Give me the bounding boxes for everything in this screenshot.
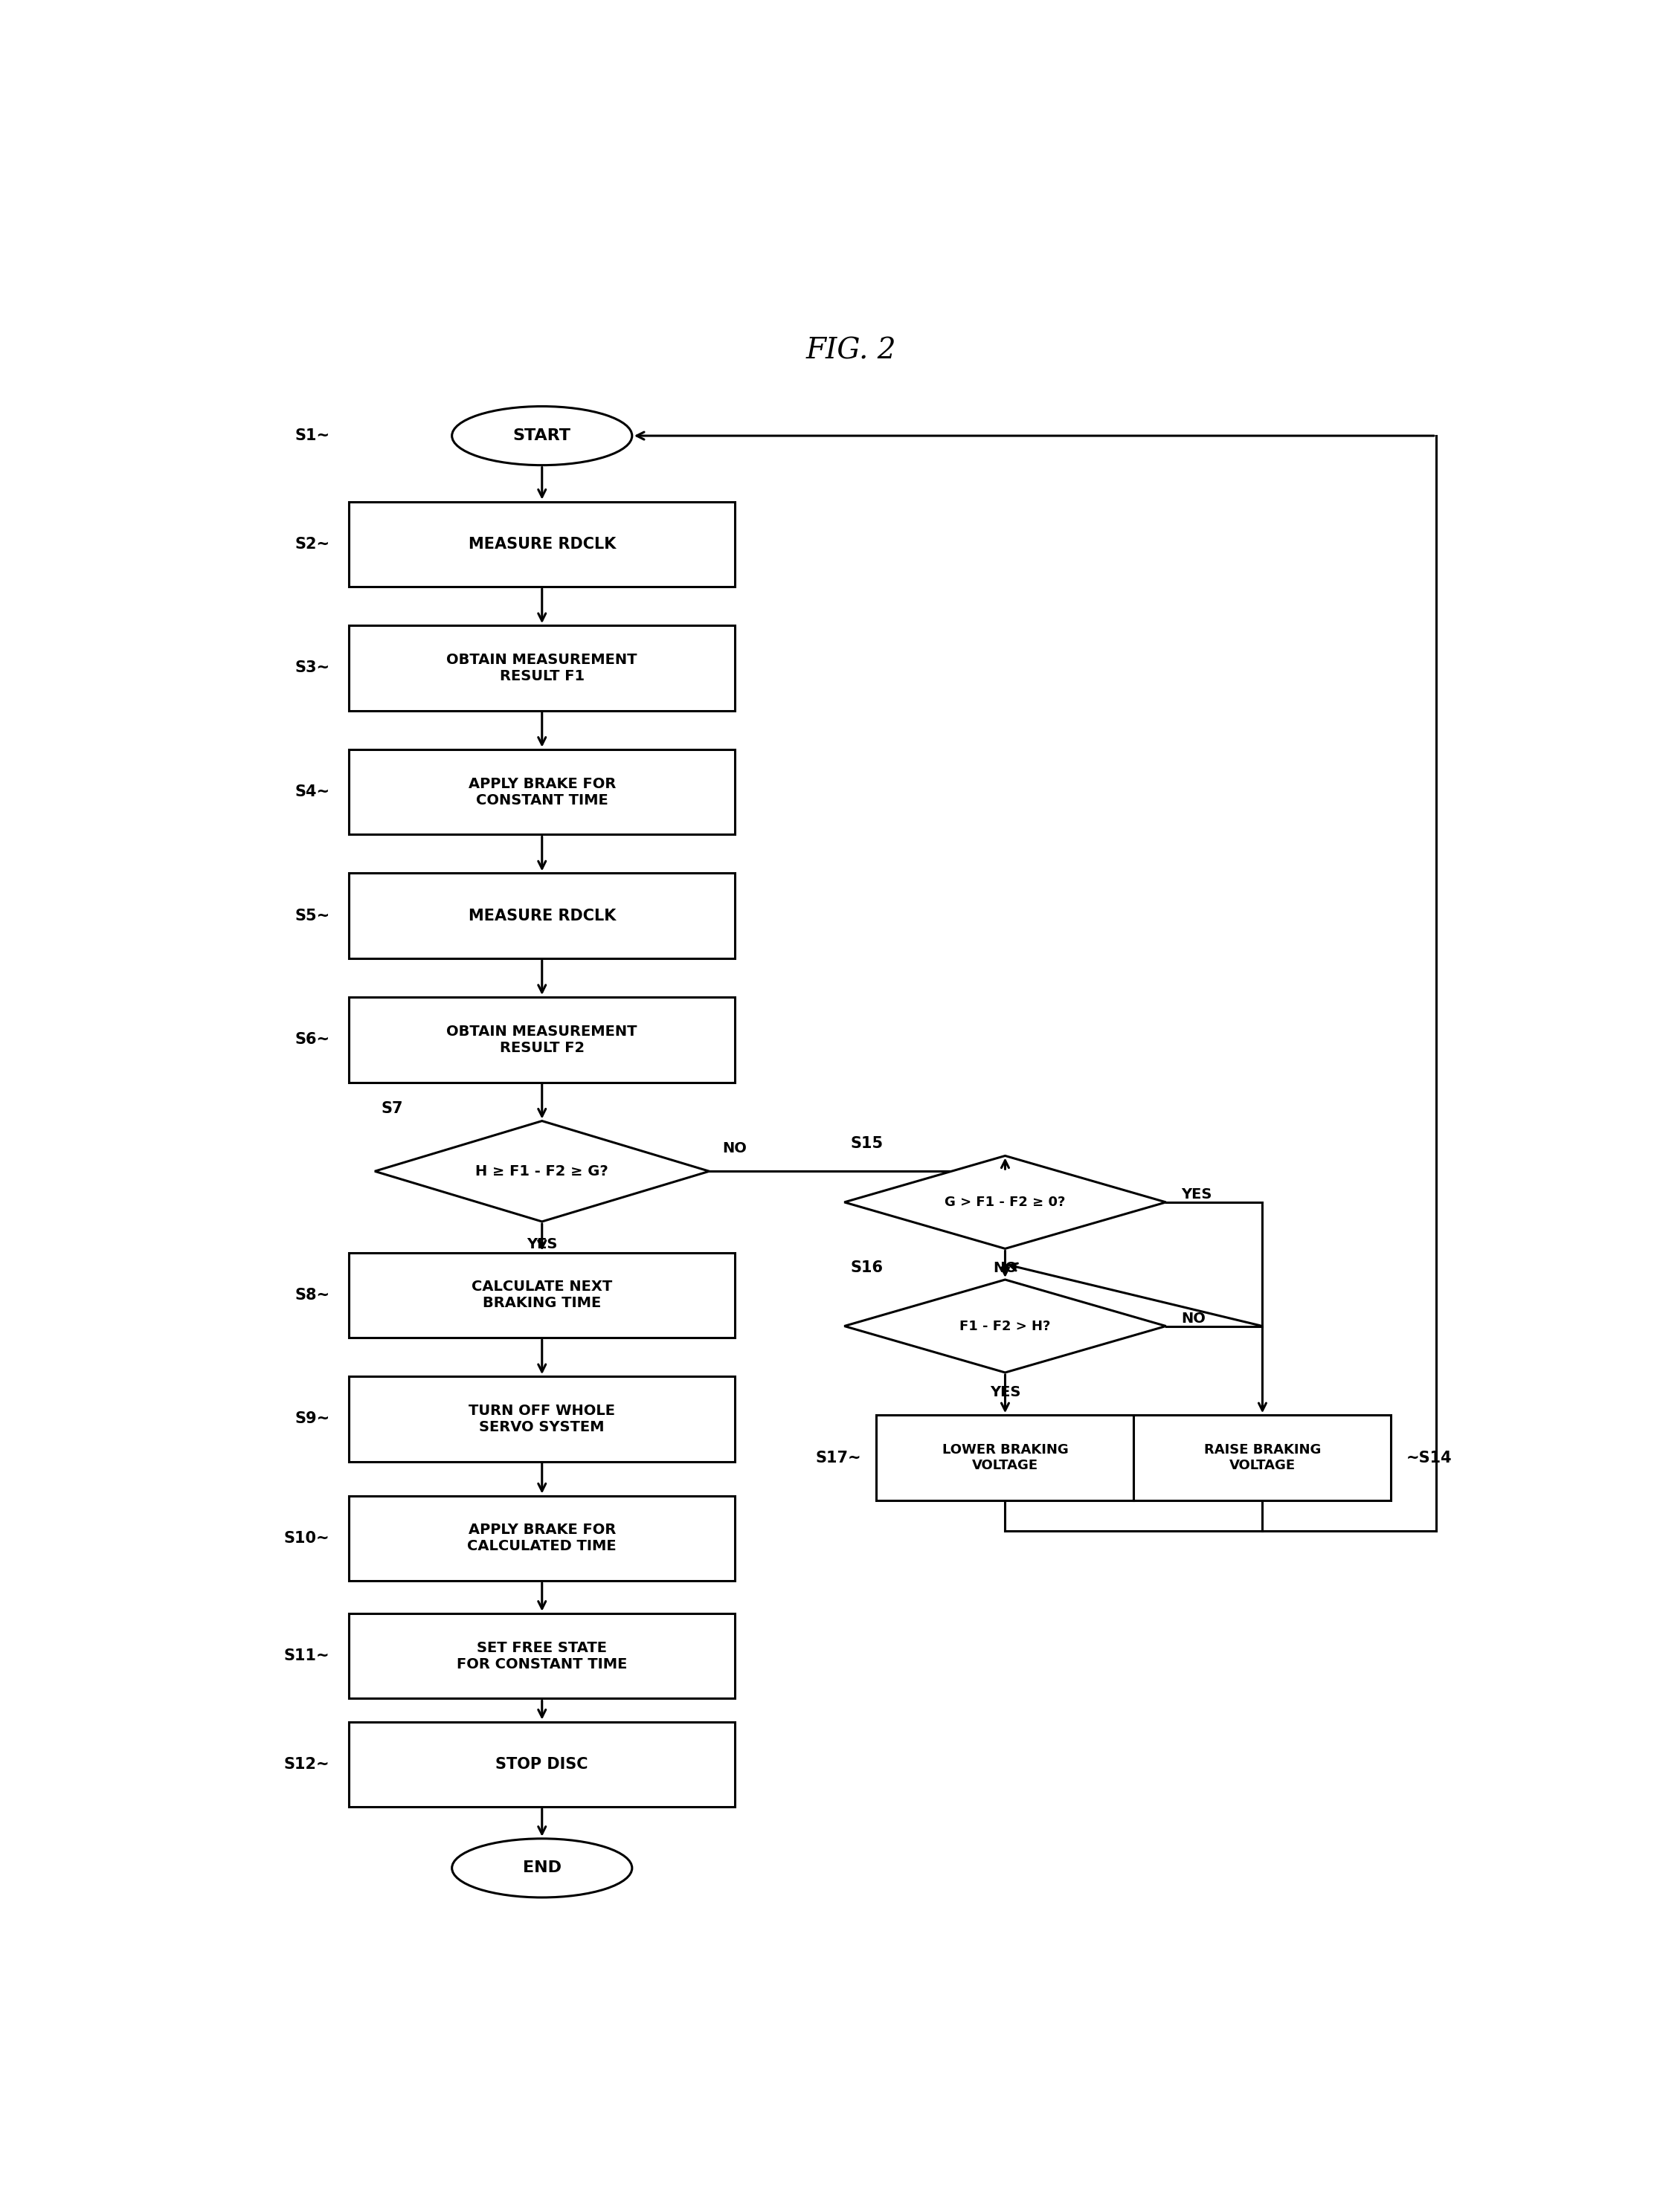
Text: S5~: S5~ — [294, 909, 330, 922]
FancyBboxPatch shape — [349, 998, 735, 1082]
FancyBboxPatch shape — [349, 1495, 735, 1582]
Text: S2~: S2~ — [295, 538, 330, 551]
Text: S8~: S8~ — [295, 1287, 330, 1303]
Text: S10~: S10~ — [284, 1531, 330, 1546]
Polygon shape — [375, 1121, 709, 1221]
Text: END: END — [523, 1860, 561, 1876]
Text: NO: NO — [722, 1141, 747, 1155]
FancyBboxPatch shape — [876, 1416, 1134, 1500]
Text: APPLY BRAKE FOR
CALCULATED TIME: APPLY BRAKE FOR CALCULATED TIME — [468, 1524, 616, 1553]
Text: MEASURE RDCLK: MEASURE RDCLK — [468, 538, 616, 551]
Text: H ≥ F1 - F2 ≥ G?: H ≥ F1 - F2 ≥ G? — [475, 1164, 609, 1179]
Text: START: START — [513, 429, 571, 442]
Text: S3~: S3~ — [295, 661, 330, 675]
FancyBboxPatch shape — [349, 874, 735, 958]
Text: S17~: S17~ — [815, 1451, 862, 1464]
Text: CALCULATE NEXT
BRAKING TIME: CALCULATE NEXT BRAKING TIME — [471, 1281, 613, 1310]
FancyBboxPatch shape — [349, 626, 735, 710]
Text: G > F1 - F2 ≥ 0?: G > F1 - F2 ≥ 0? — [945, 1194, 1066, 1210]
Text: YES: YES — [526, 1237, 558, 1252]
Text: S12~: S12~ — [284, 1756, 330, 1772]
Text: YES: YES — [1182, 1188, 1212, 1201]
Polygon shape — [845, 1157, 1165, 1248]
Text: NO: NO — [993, 1261, 1018, 1274]
FancyBboxPatch shape — [349, 1252, 735, 1338]
Text: STOP DISC: STOP DISC — [496, 1756, 588, 1772]
Text: S1~: S1~ — [295, 429, 330, 442]
Text: S6~: S6~ — [295, 1033, 330, 1046]
Text: SET FREE STATE
FOR CONSTANT TIME: SET FREE STATE FOR CONSTANT TIME — [457, 1641, 627, 1670]
Polygon shape — [845, 1279, 1165, 1371]
Text: S11~: S11~ — [284, 1648, 330, 1663]
FancyBboxPatch shape — [349, 1721, 735, 1807]
Text: ~S14: ~S14 — [1406, 1451, 1452, 1464]
Text: FIG. 2: FIG. 2 — [805, 336, 896, 365]
Ellipse shape — [452, 1838, 632, 1898]
Text: S7: S7 — [382, 1102, 403, 1117]
Text: S15: S15 — [852, 1137, 883, 1150]
Text: TURN OFF WHOLE
SERVO SYSTEM: TURN OFF WHOLE SERVO SYSTEM — [468, 1405, 616, 1433]
FancyBboxPatch shape — [349, 1613, 735, 1699]
Text: S9~: S9~ — [294, 1411, 330, 1427]
Text: OBTAIN MEASUREMENT
RESULT F1: OBTAIN MEASUREMENT RESULT F1 — [447, 653, 637, 684]
Text: S4~: S4~ — [295, 785, 330, 799]
Text: F1 - F2 > H?: F1 - F2 > H? — [959, 1318, 1051, 1334]
Text: OBTAIN MEASUREMENT
RESULT F2: OBTAIN MEASUREMENT RESULT F2 — [447, 1024, 637, 1055]
Text: YES: YES — [989, 1385, 1021, 1398]
Text: MEASURE RDCLK: MEASURE RDCLK — [468, 909, 616, 922]
FancyBboxPatch shape — [1134, 1416, 1391, 1500]
Text: APPLY BRAKE FOR
CONSTANT TIME: APPLY BRAKE FOR CONSTANT TIME — [468, 776, 616, 807]
Text: LOWER BRAKING
VOLTAGE: LOWER BRAKING VOLTAGE — [941, 1442, 1069, 1473]
FancyBboxPatch shape — [349, 502, 735, 586]
FancyBboxPatch shape — [349, 750, 735, 834]
Text: S16: S16 — [852, 1261, 883, 1274]
Text: RAISE BRAKING
VOLTAGE: RAISE BRAKING VOLTAGE — [1204, 1442, 1321, 1473]
FancyBboxPatch shape — [349, 1376, 735, 1462]
Text: NO: NO — [1182, 1312, 1205, 1325]
Ellipse shape — [452, 407, 632, 465]
